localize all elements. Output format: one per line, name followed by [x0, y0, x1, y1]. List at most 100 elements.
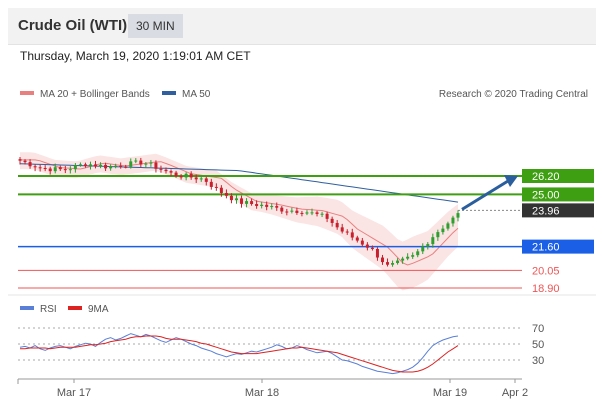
candle-body	[330, 218, 334, 223]
candle-body	[139, 160, 143, 165]
candle-body	[426, 244, 430, 247]
candle-body	[129, 161, 133, 167]
candle-body	[406, 256, 410, 259]
ma50-legend-label: MA 50	[182, 89, 211, 100]
candle-body	[88, 164, 92, 167]
candle-body	[396, 260, 400, 264]
level-label-21.60: 21.60	[532, 242, 560, 254]
candle-body	[214, 186, 218, 188]
candle-body	[446, 223, 450, 229]
rsi-9ma-legend-label: 9MA	[88, 304, 109, 315]
price-levels	[18, 175, 522, 289]
candle-body	[224, 193, 228, 196]
x-tick-label-apr-2: Apr 2	[502, 387, 528, 399]
candle-body	[411, 255, 415, 257]
candle-body	[179, 176, 183, 178]
x-tick-label-mar-19: Mar 19	[433, 387, 467, 399]
candle-body	[421, 246, 425, 252]
candle-body	[401, 258, 405, 261]
candle-body	[149, 162, 153, 164]
x-tick-label-mar-17: Mar 17	[57, 387, 91, 399]
legend: MA 20 + Bollinger Bands MA 50 Research ©…	[20, 89, 588, 100]
candle-body	[53, 167, 57, 172]
candle-body	[199, 178, 203, 180]
candle-body	[295, 210, 299, 213]
candle-body	[380, 257, 384, 263]
candle-body	[28, 162, 32, 167]
candle-body	[63, 169, 67, 171]
candle-body	[18, 159, 22, 161]
candle-body	[189, 173, 193, 178]
rsi-tick-70: 70	[532, 323, 544, 335]
candle-body	[204, 178, 208, 182]
candle-body	[360, 240, 364, 245]
forecast-arrow-head	[504, 175, 518, 187]
rsi-legend-swatch	[20, 306, 34, 310]
candle-body	[38, 167, 42, 169]
candle-body	[391, 263, 395, 265]
candle-body	[109, 166, 113, 169]
candle-body	[104, 164, 108, 169]
candle-body	[345, 231, 349, 233]
level-box-23.96	[522, 203, 594, 218]
candle-body	[280, 207, 284, 212]
candle-body	[260, 204, 264, 206]
candle-body	[456, 213, 460, 218]
x-axis: Mar 17 Mar 18 Mar 19 Apr 2	[17, 378, 528, 399]
candle-body	[270, 206, 274, 208]
candle-body	[43, 168, 47, 170]
credit-text: Research © 2020 Trading Central	[439, 89, 588, 100]
candle-body	[250, 201, 254, 205]
candle-body	[134, 160, 138, 162]
candle-body	[350, 232, 354, 238]
candle-body	[370, 247, 374, 249]
candle-body	[174, 172, 178, 177]
rsi-tick-30: 30	[532, 355, 544, 367]
level-label-18.90: 18.90	[532, 283, 560, 295]
candle-body	[240, 198, 244, 204]
candle-body	[78, 164, 82, 166]
candle-body	[365, 244, 369, 248]
chart-header: Crude Oil (WTI) 30 MIN	[8, 8, 596, 45]
candle-body	[315, 212, 319, 214]
candle-body	[194, 177, 198, 180]
chart-widget: Crude Oil (WTI) 30 MIN Thursday, March 1…	[8, 8, 596, 408]
candle-body	[68, 169, 72, 171]
candle-body	[305, 212, 309, 214]
candle-body	[23, 160, 27, 163]
candle-body	[73, 165, 77, 170]
candle-body	[416, 251, 420, 256]
bollinger-band	[20, 152, 458, 291]
candle-body	[255, 204, 259, 206]
rsi-9ma-line	[20, 335, 459, 373]
candle-body	[119, 165, 123, 167]
candle-body	[33, 166, 37, 168]
candle-body	[114, 165, 118, 167]
timeframe-badge[interactable]: 30 MIN	[128, 14, 183, 38]
ma20-legend-swatch	[20, 91, 34, 95]
candle-body	[219, 187, 223, 194]
candle-body	[340, 227, 344, 232]
candle-body	[310, 212, 314, 214]
candle-body	[58, 167, 62, 170]
forecast-arrow-shaft	[461, 179, 509, 211]
candle-body	[441, 228, 445, 233]
candle-body	[436, 232, 440, 238]
candle-body	[386, 262, 390, 265]
candle-body	[154, 162, 158, 169]
rsi-9ma-legend-swatch	[68, 306, 82, 310]
level-box-26.20	[522, 169, 594, 183]
forecast-arrow	[461, 175, 518, 211]
candle-body	[99, 164, 103, 167]
candle-body	[265, 204, 269, 207]
candle-body	[245, 201, 249, 204]
moving-average-lines	[19, 159, 459, 266]
candle-body	[83, 164, 87, 167]
instrument-title: Crude Oil (WTI)	[18, 17, 128, 34]
candlesticks	[18, 157, 460, 267]
x-tick-label-mar-18: Mar 18	[245, 387, 279, 399]
candle-body	[300, 212, 304, 214]
candle-body	[335, 222, 339, 228]
candle-body	[124, 166, 128, 168]
